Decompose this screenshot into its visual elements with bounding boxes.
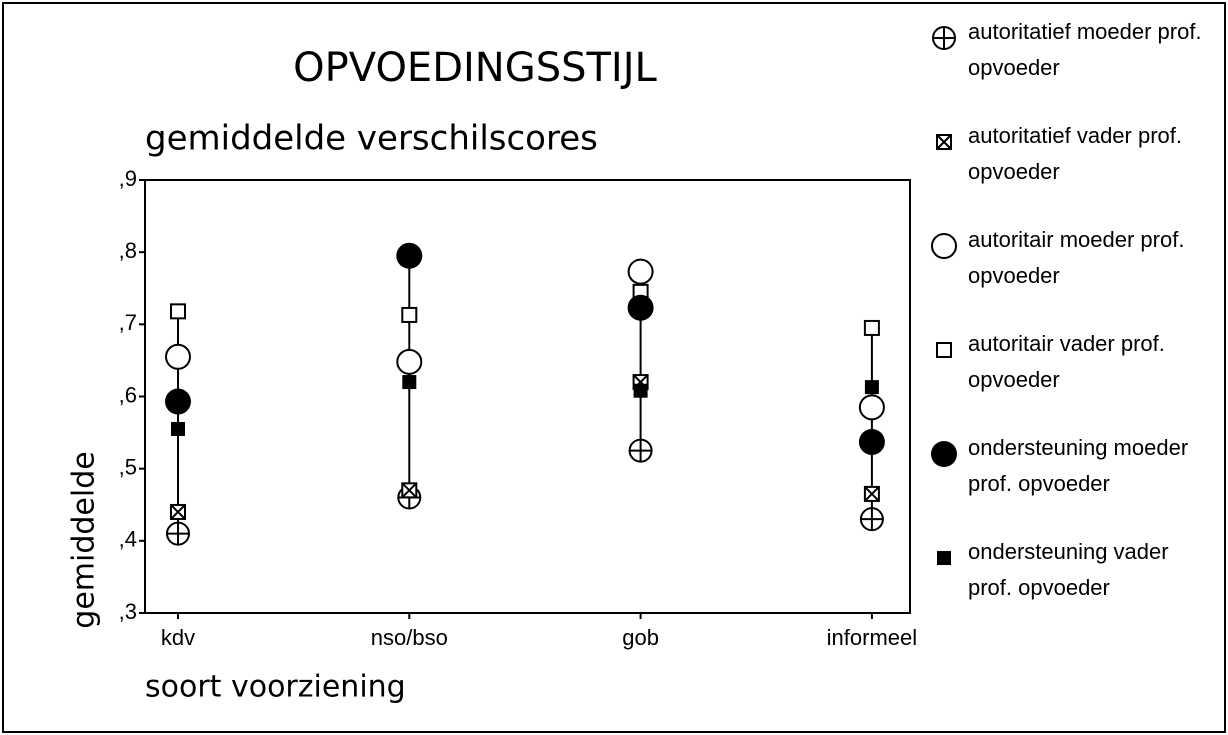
marker [401, 306, 418, 323]
x-tick-label: nso/bso [371, 625, 448, 650]
marker [171, 421, 185, 436]
marker [858, 428, 885, 455]
marker [402, 375, 417, 390]
marker [628, 438, 653, 463]
marker [858, 394, 885, 421]
y-tick-label: ,8 [119, 238, 137, 263]
marker [932, 26, 956, 50]
plot-frame [144, 179, 911, 614]
marker-square [171, 421, 185, 436]
marker-square [936, 342, 952, 358]
x-tick-label: informeel [827, 625, 917, 650]
legend-item: ondersteuning vader prof. opvoeder [928, 534, 1224, 638]
legend-label: autoritair moeder prof. opvoeder [968, 227, 1185, 288]
marker-square [170, 303, 186, 320]
marker [396, 242, 423, 269]
marker [166, 521, 190, 546]
marker-square [402, 375, 417, 390]
legend-label: ondersteuning vader prof. opvoeder [968, 539, 1169, 600]
marker-line [170, 504, 186, 520]
marker [627, 294, 654, 321]
marker-circle [858, 394, 885, 421]
x-axis-label: soort voorziening [145, 670, 406, 705]
legend-item: autoritair moeder prof. opvoeder [928, 222, 1224, 326]
marker-line [864, 486, 880, 502]
marker [936, 342, 952, 358]
marker-circle [858, 428, 885, 455]
marker [165, 343, 191, 370]
marker-circle [396, 242, 423, 269]
marker [863, 485, 880, 502]
x-tick-label: gob [622, 625, 659, 650]
legend-marker [937, 551, 951, 565]
marker-square [633, 383, 648, 398]
legend-label: autoritatief vader prof. opvoeder [968, 123, 1183, 184]
y-tick-label: ,9 [119, 166, 137, 191]
legend-marker [936, 342, 952, 358]
marker-circle [627, 294, 654, 321]
marker-circle [396, 348, 423, 375]
marker-circle [165, 343, 191, 370]
marker-square [937, 551, 951, 565]
legend-item: autoritatief vader prof. opvoeder [928, 118, 1224, 222]
legend-marker [932, 26, 956, 50]
y-tick-label: ,6 [119, 382, 137, 407]
marker-circle [931, 441, 957, 467]
marker-square [864, 380, 879, 395]
legend-item: ondersteuning moeder prof. opvoeder [928, 430, 1224, 534]
marker [859, 507, 884, 532]
marker [165, 388, 191, 415]
marker-circle [627, 258, 654, 285]
marker [396, 348, 423, 375]
legend-label: autoritair vader prof. opvoeder [968, 331, 1165, 392]
legend: autoritatief moeder prof. opvoeder autori… [928, 14, 1224, 638]
legend-item: autoritatief moeder prof. opvoeder [928, 14, 1224, 118]
marker [931, 233, 957, 259]
marker [863, 319, 880, 336]
marker [936, 134, 952, 150]
legend-label: autoritatief moeder prof. opvoeder [968, 19, 1202, 80]
legend-marker [931, 441, 957, 467]
marker [170, 303, 186, 320]
marker [633, 383, 648, 398]
legend-marker [931, 233, 957, 259]
marker-square [863, 319, 880, 336]
marker-circle [931, 233, 957, 259]
y-tick-label: ,3 [119, 599, 137, 624]
chart-title: OPVOEDINGSSTIJL [293, 45, 657, 91]
marker-circle [165, 388, 191, 415]
y-tick-label: ,7 [119, 310, 137, 335]
marker [864, 380, 879, 395]
chart-subtitle: gemiddelde verschilscores [145, 119, 598, 159]
y-tick-label: ,4 [119, 527, 137, 552]
marker [937, 551, 951, 565]
legend-label: ondersteuning moeder prof. opvoeder [968, 435, 1189, 496]
legend-item: autoritair vader prof. opvoeder [928, 326, 1224, 430]
marker [931, 441, 957, 467]
legend-marker [936, 134, 952, 150]
marker [170, 503, 186, 520]
x-tick-label: kdv [161, 625, 195, 650]
marker [627, 258, 654, 285]
marker-line [401, 482, 418, 499]
y-tick-label: ,5 [119, 454, 137, 479]
marker [401, 482, 418, 499]
marker-line [936, 134, 952, 150]
y-axis-label: gemiddelde [67, 451, 102, 628]
marker-square [401, 306, 418, 323]
